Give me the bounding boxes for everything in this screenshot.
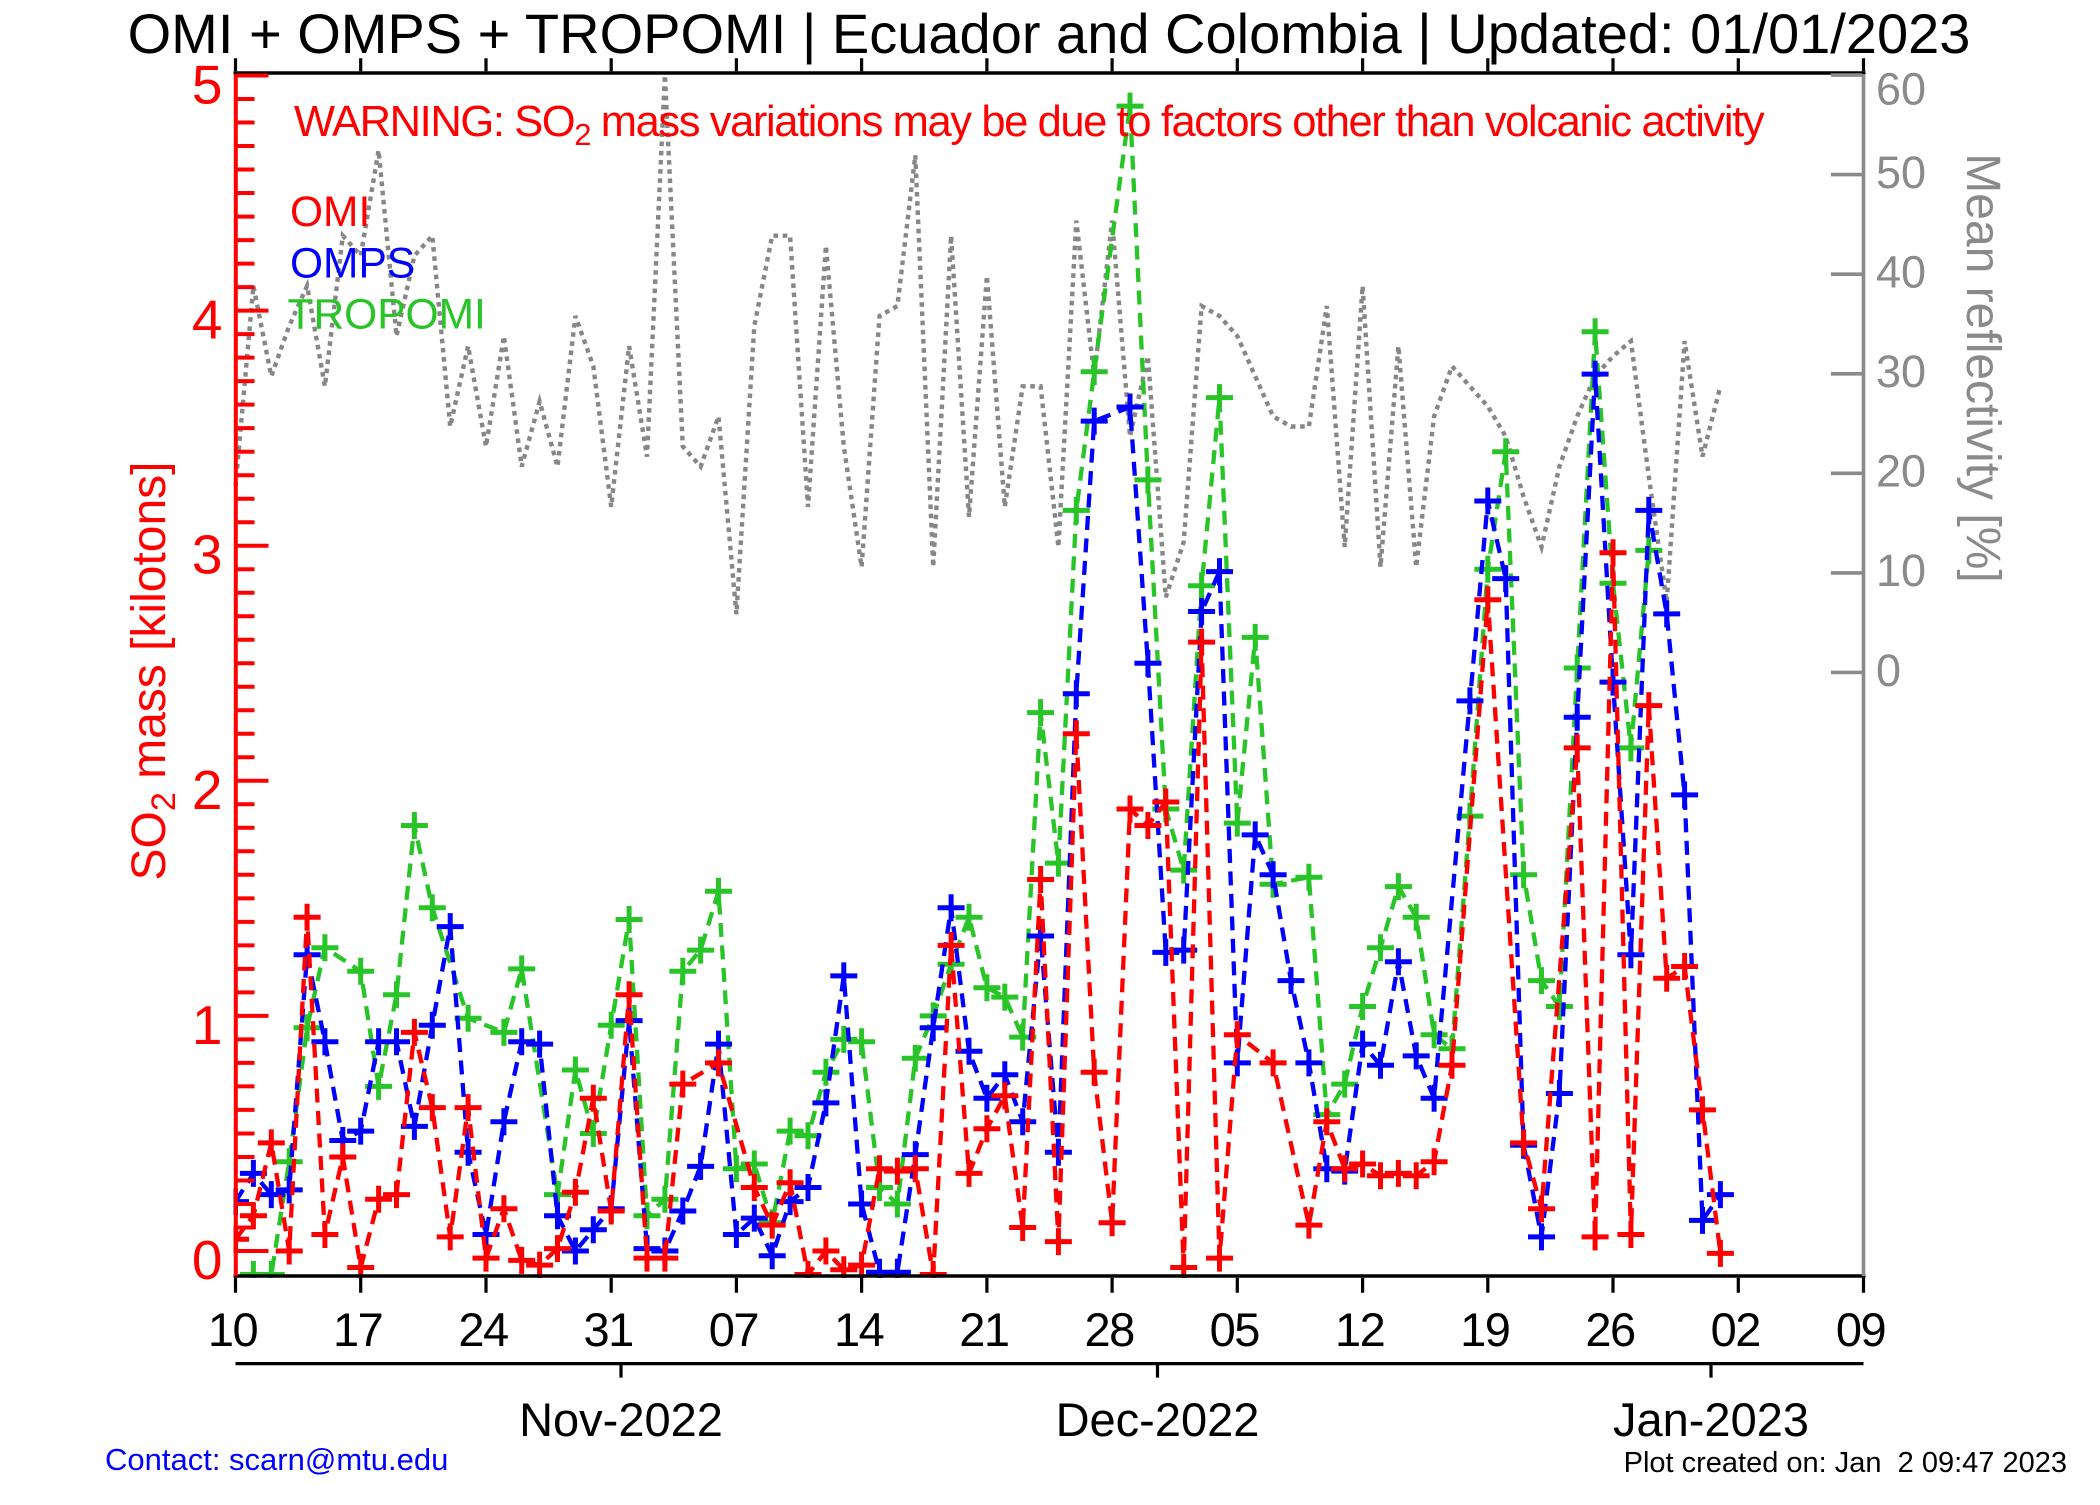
svg-text:07: 07: [709, 1303, 758, 1356]
svg-text:24: 24: [458, 1303, 508, 1356]
svg-text:02: 02: [1711, 1303, 1760, 1356]
svg-text:60: 60: [1876, 63, 1926, 114]
svg-text:09: 09: [1836, 1303, 1885, 1356]
svg-text:28: 28: [1084, 1303, 1134, 1356]
svg-text:OMI + OMPS + TROPOMI | Ecuador: OMI + OMPS + TROPOMI | Ecuador and Colom…: [128, 2, 1971, 65]
svg-text:WARNING: SO2 mass variations m: WARNING: SO2 mass variations may be due …: [294, 98, 1765, 152]
svg-text:0: 0: [192, 1229, 223, 1291]
svg-text:30: 30: [1876, 346, 1926, 397]
svg-text:12: 12: [1335, 1303, 1384, 1356]
svg-text:3: 3: [192, 524, 223, 586]
svg-text:5: 5: [192, 54, 223, 116]
svg-text:Jan-2023: Jan-2023: [1613, 1393, 1809, 1446]
svg-text:26: 26: [1585, 1303, 1635, 1356]
svg-text:Plot created on: Jan 2 09:47: Plot created on: Jan 2 09:47 2023: [1624, 1447, 2067, 1479]
svg-text:05: 05: [1210, 1303, 1260, 1356]
svg-text:50: 50: [1876, 147, 1926, 198]
svg-text:Dec-2022: Dec-2022: [1056, 1393, 1260, 1446]
svg-text:Mean reflectivity [%]: Mean reflectivity [%]: [1956, 153, 2009, 582]
svg-text:10: 10: [1876, 545, 1926, 596]
svg-text:TROPOMI: TROPOMI: [288, 292, 486, 339]
svg-text:OMPS: OMPS: [290, 241, 415, 288]
svg-text:Nov-2022: Nov-2022: [519, 1393, 723, 1446]
svg-text:21: 21: [959, 1303, 1008, 1356]
svg-text:1: 1: [192, 994, 223, 1056]
svg-text:0: 0: [1876, 645, 1901, 696]
svg-text:17: 17: [333, 1303, 382, 1356]
svg-text:SO2 mass [kilotons]: SO2 mass [kilotons]: [123, 461, 183, 880]
svg-text:14: 14: [834, 1303, 884, 1356]
svg-text:Contact: scarn@mtu.edu: Contact: scarn@mtu.edu: [105, 1442, 448, 1477]
svg-text:20: 20: [1876, 446, 1926, 497]
svg-text:10: 10: [208, 1303, 258, 1356]
svg-text:31: 31: [584, 1303, 633, 1356]
svg-text:4: 4: [192, 289, 223, 351]
svg-text:2: 2: [192, 759, 223, 821]
svg-text:19: 19: [1460, 1303, 1509, 1356]
svg-text:OMI: OMI: [290, 189, 370, 236]
svg-text:40: 40: [1876, 247, 1926, 298]
